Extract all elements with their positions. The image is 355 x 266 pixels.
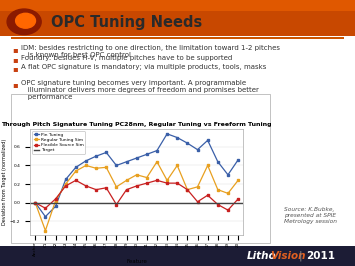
Flexible Source Sim [64, 184, 68, 188]
Pin Tuning [74, 166, 78, 169]
Bar [0, 0, 355, 11]
Pin Tuning [185, 142, 190, 145]
Text: Foundry: besides H-V, multiple pitches have to be supported: Foundry: besides H-V, multiple pitches h… [21, 55, 233, 61]
X-axis label: Feature: Feature [126, 259, 147, 264]
Circle shape [7, 9, 41, 35]
Regular Tuning Sim [64, 182, 68, 186]
Flexible Source Sim [124, 188, 129, 191]
Text: Vision: Vision [271, 251, 306, 261]
Regular Tuning Sim [226, 192, 230, 195]
Flexible Source Sim [226, 209, 230, 212]
Pin Tuning [64, 178, 68, 181]
Pin Tuning [135, 156, 139, 160]
Pin Tuning [165, 132, 169, 135]
Bar [0, 246, 355, 266]
Regular Tuning Sim [84, 164, 88, 167]
Pin Tuning [226, 173, 230, 176]
Line: Regular Tuning Sim: Regular Tuning Sim [34, 160, 240, 232]
Pin Tuning [145, 153, 149, 156]
Regular Tuning Sim [124, 179, 129, 182]
Flexible Source Sim [236, 197, 240, 201]
Pin Tuning [124, 160, 129, 163]
Y-axis label: Deviation from Target (normalized): Deviation from Target (normalized) [2, 139, 7, 225]
Pin Tuning [216, 160, 220, 163]
Text: ▪: ▪ [12, 64, 18, 73]
Pin Tuning [175, 136, 179, 139]
Regular Tuning Sim [43, 229, 48, 232]
Flexible Source Sim [74, 179, 78, 182]
Text: OPC signature tuning becomes very important. A programmable
   illuminator deliv: OPC signature tuning becomes very import… [21, 80, 259, 100]
Line: Flexible Source Sim: Flexible Source Sim [34, 179, 240, 211]
Flexible Source Sim [114, 203, 119, 206]
Text: 2011: 2011 [306, 251, 335, 261]
Bar [0, 0, 355, 36]
Pin Tuning [104, 151, 108, 154]
Flexible Source Sim [216, 203, 220, 206]
Regular Tuning Sim [145, 176, 149, 179]
Target [43, 201, 48, 204]
Regular Tuning Sim [236, 179, 240, 182]
Bar [11, 94, 270, 243]
Pin Tuning [236, 158, 240, 161]
Flexible Source Sim [53, 197, 58, 201]
Flexible Source Sim [206, 194, 210, 197]
Bar [0, 27, 355, 247]
Text: Source: K.Bubke,
presented at SPIE
Metrology session: Source: K.Bubke, presented at SPIE Metro… [284, 207, 337, 224]
Pin Tuning [195, 148, 200, 151]
Text: ▪: ▪ [12, 80, 18, 89]
Regular Tuning Sim [165, 179, 169, 182]
Flexible Source Sim [104, 186, 108, 189]
Flexible Source Sim [94, 188, 98, 191]
Pin Tuning [33, 201, 37, 204]
Bar [11, 37, 344, 39]
Regular Tuning Sim [155, 160, 159, 163]
Flexible Source Sim [155, 179, 159, 182]
Regular Tuning Sim [53, 199, 58, 202]
Pin Tuning [155, 149, 159, 152]
Flexible Source Sim [135, 184, 139, 188]
Legend: Pin Tuning, Regular Tuning Sim, Flexible Source Sim, Target: Pin Tuning, Regular Tuning Sim, Flexible… [32, 131, 85, 154]
Regular Tuning Sim [104, 166, 108, 169]
Pin Tuning [43, 215, 48, 218]
Flexible Source Sim [175, 181, 179, 185]
Text: ▪: ▪ [12, 45, 18, 54]
Pin Tuning [206, 139, 210, 142]
Flexible Source Sim [145, 181, 149, 185]
Text: A flat OPC signature is mandatory; via multiple products, tools, masks: A flat OPC signature is mandatory; via m… [21, 64, 267, 70]
Flexible Source Sim [185, 188, 190, 191]
Circle shape [16, 13, 36, 28]
Flexible Source Sim [43, 207, 48, 210]
Regular Tuning Sim [175, 164, 179, 167]
Flexible Source Sim [33, 201, 37, 204]
Title: Through Pitch Signature Tuning PC28nm, Regular Tuning vs Freeform Tuning: Through Pitch Signature Tuning PC28nm, R… [1, 122, 272, 127]
Regular Tuning Sim [195, 185, 200, 188]
Regular Tuning Sim [114, 185, 119, 188]
Line: Pin Tuning: Pin Tuning [34, 132, 240, 218]
Text: IDM: besides restricting to one direction, the limitation toward 1-2 pitches
   : IDM: besides restricting to one directio… [21, 45, 280, 58]
Text: OPC Tuning Needs: OPC Tuning Needs [51, 15, 203, 30]
Regular Tuning Sim [33, 201, 37, 204]
Regular Tuning Sim [206, 164, 210, 167]
Regular Tuning Sim [135, 173, 139, 176]
Regular Tuning Sim [74, 169, 78, 173]
Pin Tuning [84, 159, 88, 163]
Flexible Source Sim [195, 200, 200, 203]
Regular Tuning Sim [216, 188, 220, 191]
Text: ▪: ▪ [12, 55, 18, 64]
Regular Tuning Sim [185, 188, 190, 191]
Target [33, 201, 37, 204]
Text: Litho: Litho [247, 251, 276, 261]
Pin Tuning [53, 205, 58, 208]
Pin Tuning [114, 164, 119, 167]
Flexible Source Sim [165, 181, 169, 185]
Regular Tuning Sim [94, 167, 98, 170]
Flexible Source Sim [84, 184, 88, 188]
Text: |: | [298, 251, 302, 261]
Pin Tuning [94, 155, 98, 158]
